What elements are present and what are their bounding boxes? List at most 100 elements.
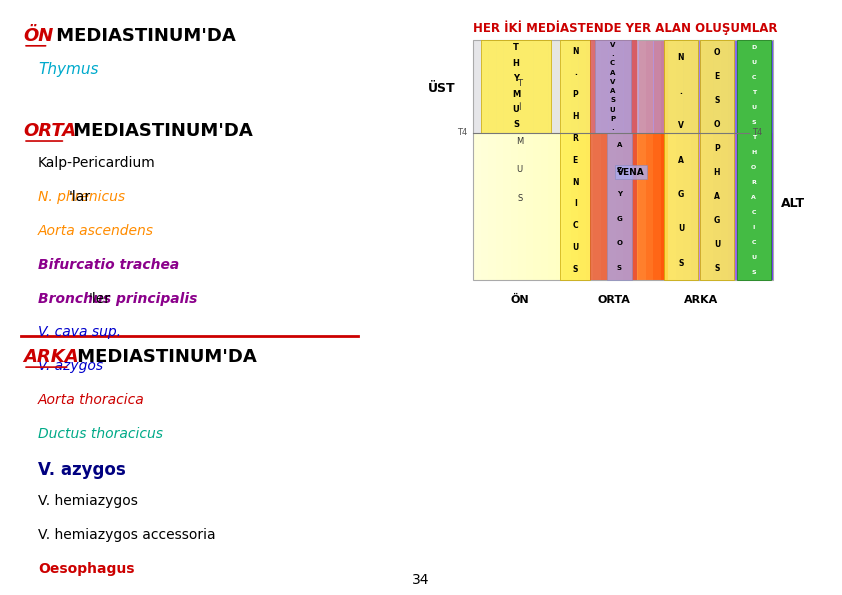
Text: T: T [752,135,756,140]
Bar [504,40,511,280]
Bar [600,40,609,280]
Text: I: I [753,226,755,230]
Bar [646,40,654,280]
Bar [698,40,706,280]
Bar [623,40,632,133]
Text: O: O [714,120,720,129]
Text: H: H [513,59,520,68]
Text: U: U [513,105,520,114]
Bar [563,40,572,133]
Bar [511,40,519,280]
Bar [706,40,714,280]
Text: N: N [572,46,578,55]
Bar [600,40,609,133]
Bar [663,40,698,280]
Text: S: S [617,265,622,271]
Text: O: O [616,240,622,246]
Text: S: S [714,264,720,273]
Bar [571,40,579,133]
Bar [525,40,534,280]
Bar [616,40,624,280]
Bar [548,40,557,133]
Text: O: O [714,48,720,57]
Bar [638,40,647,133]
Text: C: C [752,75,756,80]
Bar [675,40,684,280]
Bar [721,40,729,280]
Bar [586,40,594,133]
Bar [736,40,744,133]
Text: M: M [512,90,520,99]
Bar [608,40,616,280]
Bar [728,40,737,280]
Text: N. phrenicus: N. phrenicus [38,190,125,204]
Text: V. hemiazygos accessoria: V. hemiazygos accessoria [38,528,216,543]
Bar [608,40,616,133]
Bar [758,40,766,133]
Text: VENA: VENA [617,168,645,177]
Text: 34: 34 [413,574,429,587]
Text: C: C [752,210,756,215]
Bar [751,40,759,280]
Text: P: P [714,144,720,153]
Text: I: I [573,199,577,208]
Text: MEDIASTINUM'DA: MEDIASTINUM'DA [67,122,253,140]
Text: S: S [610,97,616,104]
Text: N: N [678,53,685,62]
Text: P: P [610,116,616,122]
Text: P: P [573,90,578,99]
Text: ORTA: ORTA [598,295,631,305]
Bar [751,40,759,133]
Bar [765,40,774,280]
Text: A: A [616,142,622,148]
Bar [533,40,541,133]
Text: A: A [714,192,720,201]
Text: V. hemiazygos: V. hemiazygos [38,494,138,509]
Bar [713,40,722,280]
Bar [623,40,632,280]
Bar [675,40,684,133]
Text: .: . [611,51,614,57]
Text: T: T [513,43,519,52]
Bar [541,40,549,280]
Bar [669,40,676,133]
Bar [525,40,534,133]
Bar [578,40,587,133]
Bar [737,40,771,280]
Bar [638,40,647,280]
Bar [556,40,564,133]
Text: T4: T4 [457,128,467,137]
Text: D: D [751,45,756,50]
Bar [607,133,632,280]
Bar [690,40,699,280]
Bar [700,40,734,280]
Text: U: U [751,255,756,261]
Bar [669,40,676,280]
Text: O: O [751,165,756,170]
Text: ÖN: ÖN [510,295,529,305]
Bar [683,40,691,280]
Text: HER İKİ MEDİASTENDE YER ALAN OLUŞUMLAR: HER İKİ MEDİASTENDE YER ALAN OLUŞUMLAR [473,20,777,35]
Text: M: M [516,137,524,146]
Bar [473,40,773,280]
Bar [646,40,654,133]
Bar [616,40,624,133]
Text: MEDIASTINUM'DA: MEDIASTINUM'DA [50,27,236,45]
Text: H: H [572,112,578,121]
Text: Bifurcatio trachea: Bifurcatio trachea [38,258,179,272]
Bar [765,40,774,133]
Bar [698,40,706,133]
Bar [473,40,482,133]
Bar [541,40,549,133]
Text: S: S [714,96,720,105]
Bar [631,40,639,280]
Text: H: H [714,168,720,177]
Bar [593,40,601,280]
Text: U: U [751,60,756,65]
Text: G: G [616,216,622,222]
Bar [653,40,662,280]
Bar [586,40,594,280]
Text: Aorta thoracica: Aorta thoracica [38,393,145,407]
Bar [706,40,714,133]
Text: ÖN: ÖN [24,27,54,45]
